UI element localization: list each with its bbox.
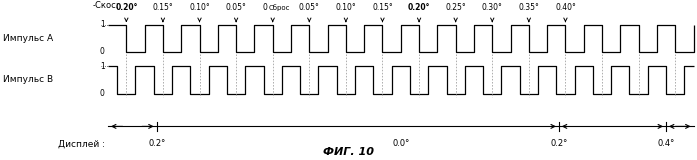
Text: 0.05°: 0.05° bbox=[226, 3, 247, 12]
Text: 0.0°: 0.0° bbox=[392, 140, 409, 148]
Text: Дисплей :: Дисплей : bbox=[58, 140, 105, 148]
Text: 0.25°: 0.25° bbox=[445, 3, 466, 12]
Text: 0.15°: 0.15° bbox=[372, 3, 393, 12]
Text: 1: 1 bbox=[100, 20, 105, 29]
Text: 0.15°: 0.15° bbox=[153, 3, 174, 12]
Text: 0: 0 bbox=[262, 3, 267, 12]
Text: 0.35°: 0.35° bbox=[519, 3, 539, 12]
Text: 0: 0 bbox=[100, 48, 105, 56]
Text: ФИГ. 10: ФИГ. 10 bbox=[323, 147, 374, 157]
Text: 0.2°: 0.2° bbox=[550, 140, 567, 148]
Text: Импульс B: Импульс B bbox=[3, 76, 54, 84]
Text: 1: 1 bbox=[100, 62, 105, 71]
Text: 0.10°: 0.10° bbox=[189, 3, 210, 12]
Text: 0.40°: 0.40° bbox=[555, 3, 576, 12]
Text: 0.30°: 0.30° bbox=[482, 3, 503, 12]
Text: 0: 0 bbox=[100, 89, 105, 98]
Text: 0.2°: 0.2° bbox=[148, 140, 165, 148]
Text: 0.10°: 0.10° bbox=[335, 3, 356, 12]
Text: Импульс A: Импульс A bbox=[3, 34, 54, 43]
Text: 0.20°: 0.20° bbox=[115, 3, 137, 12]
Text: Сброс: Сброс bbox=[268, 4, 290, 11]
Text: 0.4°: 0.4° bbox=[657, 140, 675, 148]
Text: -Скос:: -Скос: bbox=[93, 1, 119, 10]
Text: 0.20°: 0.20° bbox=[408, 3, 430, 12]
Text: 0.05°: 0.05° bbox=[299, 3, 320, 12]
